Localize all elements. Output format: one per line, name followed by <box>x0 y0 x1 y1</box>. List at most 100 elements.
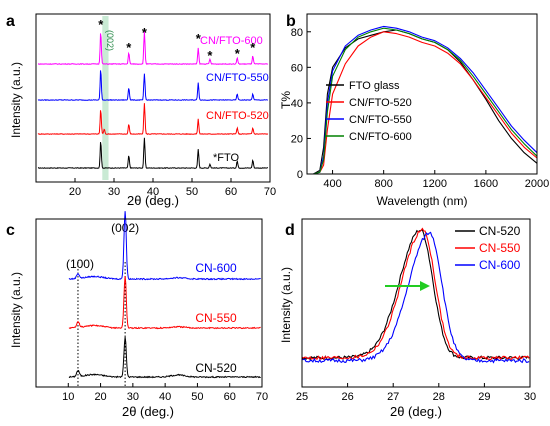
d-x-axis-label: 2θ (deg.) <box>390 404 442 419</box>
a-x-tick-label: 50 <box>186 186 198 198</box>
b-y-tick-label: 0 <box>297 169 303 181</box>
c-x-tick-label: 70 <box>256 391 268 403</box>
c-frame <box>35 218 263 388</box>
b-y-tick-label: 60 <box>291 62 303 74</box>
panel-c: c Intensity (a.u.) 2θ (deg.) 10 20 30 40 50 6… <box>6 211 268 419</box>
c-annotation-100: (100) <box>66 257 94 271</box>
a-series-label-3: CN/FTO-550 <box>206 72 269 84</box>
a-x-tick-label: 60 <box>225 186 237 198</box>
b-legend-label: CN/FTO-550 <box>349 114 412 126</box>
b-frame <box>306 13 538 175</box>
b-y-axis-label: T% <box>279 91 293 109</box>
a-plot-area: (002)*FTOCN/FTO-520CN/FTO-550CN/FTO-600*… <box>37 16 269 180</box>
a-series-label-1: *FTO <box>213 152 240 164</box>
a-peak-star: * <box>142 25 148 40</box>
a-peak-star: * <box>196 31 202 46</box>
panel-label-c: c <box>6 222 15 239</box>
c-series-label-3: CN-600 <box>195 261 237 275</box>
d-y-axis-label: Intensity (a.u.) <box>279 267 293 343</box>
a-highlight-label: (002) <box>105 30 115 51</box>
c-annotation-002: (002) <box>111 221 139 235</box>
b-legend-label: FTO glass <box>349 80 400 92</box>
d-x-ticks: 25 26 27 28 29 30 <box>296 383 536 403</box>
a-series-line-4 <box>38 31 269 66</box>
c-series-line-1 <box>68 336 261 379</box>
b-y-tick-label: 80 <box>291 27 303 39</box>
b-x-tick-label: 400 <box>323 178 341 190</box>
a-peak-star: * <box>235 46 241 61</box>
c-series-label-1: CN-520 <box>195 361 237 375</box>
a-x-ticks: 20 30 40 50 60 70 <box>69 178 276 198</box>
b-ticks: 400 800 1200 1600 2000 0 20 40 60 80 <box>291 27 549 190</box>
d-x-tick-label: 26 <box>341 391 353 403</box>
b-series-line-1 <box>313 29 538 175</box>
b-x-tick-label: 800 <box>374 178 392 190</box>
b-x-tick-label: 1600 <box>474 178 498 190</box>
a-highlight-band <box>102 16 109 180</box>
d-series-line-2 <box>301 227 530 361</box>
c-plot-area: (100) (002) CN-520 CN-550 CN-600 <box>66 211 261 387</box>
b-x-axis-label: Wavelength (nm) <box>377 194 468 208</box>
d-x-tick-label: 27 <box>387 391 399 403</box>
a-x-tick-label: 70 <box>264 186 276 198</box>
a-series-label-2: CN/FTO-520 <box>206 110 269 122</box>
b-plot-area <box>313 25 538 175</box>
c-y-axis-label: Intensity (a.u.) <box>9 272 23 348</box>
b-legend: FTO glass CN/FTO-520 CN/FTO-550 CN/FTO-600 <box>326 80 412 143</box>
c-series-label-2: CN-550 <box>195 311 237 325</box>
c-x-axis-label: 2θ (deg.) <box>122 404 174 419</box>
c-x-tick-label: 50 <box>191 391 203 403</box>
a-series-line-3 <box>37 70 268 102</box>
a-series-line-2 <box>37 103 269 136</box>
d-shift-arrow-head <box>420 281 430 291</box>
d-legend-label: CN-600 <box>479 258 521 272</box>
b-series-line-2 <box>313 31 538 175</box>
b-x-tick-label: 2000 <box>525 178 549 190</box>
d-legend-label: CN-520 <box>479 224 521 238</box>
a-peak-star: * <box>126 40 132 55</box>
c-x-ticks: 10 20 30 40 50 60 70 <box>62 383 268 403</box>
c-x-tick-label: 20 <box>94 391 106 403</box>
d-series-line-3 <box>301 231 530 364</box>
c-x-tick-label: 60 <box>224 391 236 403</box>
c-x-tick-label: 10 <box>62 391 74 403</box>
d-x-tick-label: 30 <box>524 391 536 403</box>
d-x-tick-label: 28 <box>433 391 445 403</box>
a-x-axis-label: 2θ (deg.) <box>127 193 179 208</box>
b-series-line-3 <box>313 25 538 175</box>
c-series-line-2 <box>68 276 261 330</box>
a-x-tick-label: 30 <box>108 186 120 198</box>
a-peak-star: * <box>98 17 104 32</box>
d-plot-area <box>301 227 530 364</box>
panel-label-a: a <box>6 13 15 30</box>
b-legend-label: CN/FTO-600 <box>349 131 412 143</box>
d-legend: CN-520 CN-550 CN-600 <box>455 224 521 272</box>
d-legend-label: CN-550 <box>479 241 521 255</box>
b-x-tick-label: 1200 <box>423 178 447 190</box>
b-y-tick-label: 20 <box>291 133 303 145</box>
a-series-line-1 <box>37 137 269 170</box>
panel-d: d Intensity (a.u.) 2θ (deg.) 25 26 27 28 29 3… <box>279 218 536 419</box>
panel-a: a Intensity (a.u.) 2θ (deg.) 20 30 40 50 60 7… <box>6 13 276 208</box>
a-series-label-4: CN/FTO-600 <box>200 35 263 47</box>
panel-b: b T% Wavelength (nm) 400 800 1200 1600 2000 0… <box>279 13 549 208</box>
b-y-tick-label: 40 <box>291 98 303 110</box>
d-series-line-1 <box>301 229 530 361</box>
a-peak-star: * <box>207 48 213 63</box>
d-x-tick-label: 25 <box>296 391 308 403</box>
c-x-tick-label: 30 <box>127 391 139 403</box>
c-x-tick-label: 40 <box>159 391 171 403</box>
a-frame <box>35 13 271 183</box>
b-legend-label: CN/FTO-520 <box>349 97 412 109</box>
b-series-line-4 <box>313 27 538 175</box>
a-x-tick-label: 20 <box>69 186 81 198</box>
d-frame <box>301 218 531 388</box>
panel-label-d: d <box>285 222 295 239</box>
a-peak-star: * <box>250 40 256 55</box>
panel-label-b: b <box>286 13 296 30</box>
a-y-axis-label: Intensity (a.u.) <box>9 62 23 138</box>
c-series-line-3 <box>68 211 261 281</box>
a-x-tick-label: 40 <box>147 186 159 198</box>
d-x-tick-label: 29 <box>478 391 490 403</box>
